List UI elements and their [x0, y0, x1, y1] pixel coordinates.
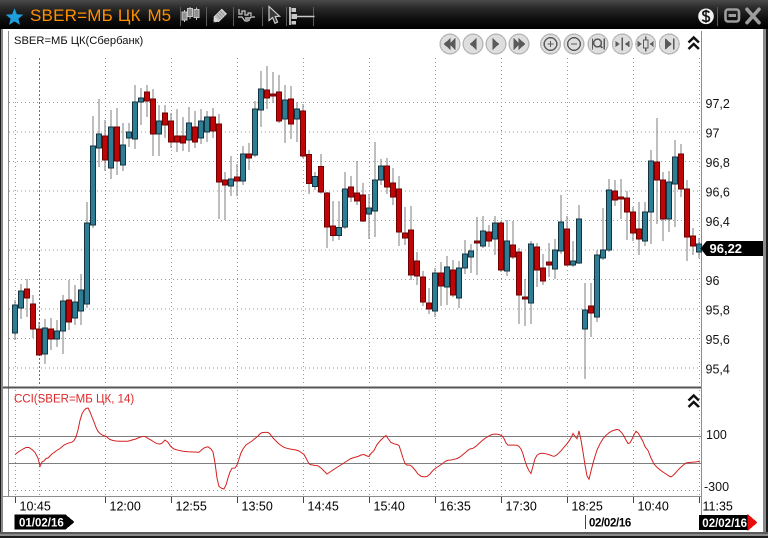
- svg-text:96,8: 96,8: [706, 156, 730, 170]
- svg-text:CCI(SBER=МБ ЦК, 14): CCI(SBER=МБ ЦК, 14): [14, 393, 134, 405]
- svg-text:97: 97: [706, 127, 720, 141]
- svg-text:SBER=МБ ЦК(Сбербанк): SBER=МБ ЦК(Сбербанк): [14, 35, 144, 47]
- svg-text:10:40: 10:40: [638, 500, 669, 514]
- svg-text:18:25: 18:25: [572, 500, 603, 514]
- svg-text:16:35: 16:35: [440, 500, 471, 514]
- svg-text:12:55: 12:55: [176, 500, 207, 514]
- svg-text:02/02/16: 02/02/16: [702, 518, 747, 530]
- svg-text:15:40: 15:40: [374, 500, 405, 514]
- svg-text:14:45: 14:45: [308, 500, 339, 514]
- svg-text:02/02/16: 02/02/16: [589, 517, 631, 529]
- svg-text:01/02/16: 01/02/16: [19, 517, 64, 529]
- svg-text:95,4: 95,4: [706, 363, 730, 377]
- svg-text:-300: -300: [704, 480, 729, 494]
- svg-text:13:50: 13:50: [242, 500, 273, 514]
- svg-text:96: 96: [706, 274, 720, 288]
- svg-text:95,6: 95,6: [706, 333, 730, 347]
- svg-text:17:30: 17:30: [506, 500, 537, 514]
- svg-text:10:45: 10:45: [20, 500, 51, 514]
- svg-text:12:00: 12:00: [110, 500, 141, 514]
- svg-text:100: 100: [706, 428, 727, 442]
- svg-text:96,4: 96,4: [706, 215, 730, 229]
- svg-text:96,6: 96,6: [706, 186, 730, 200]
- svg-text:96,22: 96,22: [710, 241, 743, 256]
- svg-text:11:35: 11:35: [703, 500, 733, 514]
- svg-text:97,2: 97,2: [706, 97, 730, 111]
- svg-text:95,8: 95,8: [706, 304, 730, 318]
